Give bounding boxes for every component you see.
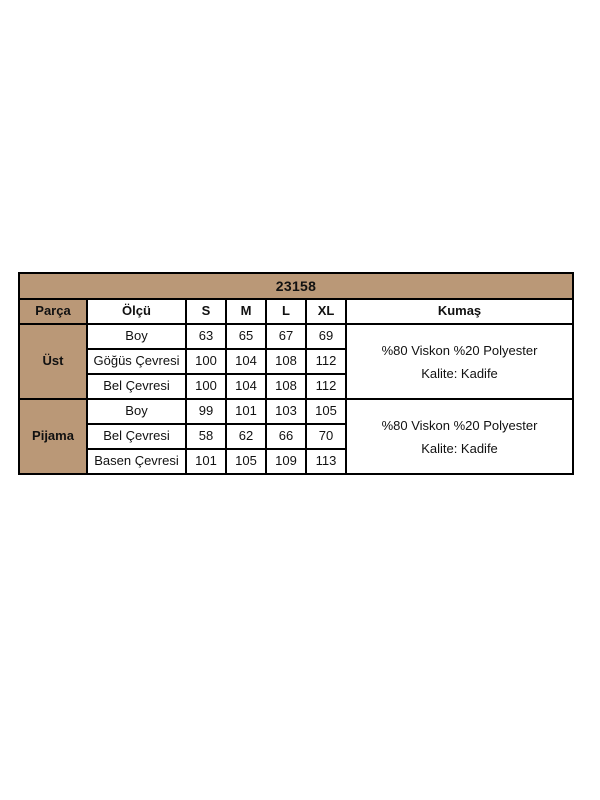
section-label-pijama: Pijama: [18, 398, 88, 475]
value-cell: 112: [305, 373, 347, 400]
measure-label: Göğüs Çevresi: [86, 348, 187, 375]
col-header-size-xl: XL: [305, 298, 347, 325]
value-cell: 70: [305, 423, 347, 450]
col-header-fabric: Kumaş: [345, 298, 574, 325]
value-cell: 65: [225, 323, 267, 350]
value-cell: 69: [305, 323, 347, 350]
fabric-composition: %80 Viskon %20 Polyester: [381, 417, 538, 433]
value-cell: 101: [185, 448, 227, 475]
col-header-size-m: M: [225, 298, 267, 325]
value-cell: 112: [305, 348, 347, 375]
value-cell: 109: [265, 448, 307, 475]
value-cell: 66: [265, 423, 307, 450]
table-row: Pijama Boy 99 101 103 105 %80 Viskon %20…: [18, 398, 574, 475]
section-label-ust: Üst: [18, 323, 88, 400]
measure-label: Basen Çevresi: [86, 448, 187, 475]
value-cell: 108: [265, 348, 307, 375]
col-header-size-s: S: [185, 298, 227, 325]
size-chart: 23158 Parça Ölçü S M L XL Kumaş Üst Boy …: [18, 272, 574, 475]
value-cell: 105: [225, 448, 267, 475]
value-cell: 104: [225, 348, 267, 375]
value-cell: 99: [185, 398, 227, 425]
measure-label: Boy: [86, 323, 187, 350]
table-row: Bel Çevresi 100 104 108 112: [19, 373, 573, 400]
value-cell: 63: [185, 323, 227, 350]
col-header-part: Parça: [18, 298, 88, 325]
fabric-composition: %80 Viskon %20 Polyester: [381, 342, 538, 358]
col-header-size-l: L: [265, 298, 307, 325]
title-row: 23158: [18, 272, 574, 300]
value-cell: 67: [265, 323, 307, 350]
measure-label: Bel Çevresi: [86, 423, 187, 450]
product-code: 23158: [18, 272, 574, 300]
value-cell: 100: [185, 373, 227, 400]
table-row: Basen Çevresi 101 105 109 113: [19, 448, 573, 475]
measure-label: Boy: [86, 398, 187, 425]
value-cell: 113: [305, 448, 347, 475]
value-cell: 58: [185, 423, 227, 450]
value-cell: 108: [265, 373, 307, 400]
column-header-row: Parça Ölçü S M L XL Kumaş: [18, 298, 574, 325]
value-cell: 103: [265, 398, 307, 425]
value-cell: 104: [225, 373, 267, 400]
fabric-cell-pijama: %80 Viskon %20 Polyester Kalite: Kadife: [345, 398, 574, 475]
col-header-measure: Ölçü: [86, 298, 187, 325]
value-cell: 101: [225, 398, 267, 425]
table-row: Üst Boy 63 65 67 69 %80 Viskon %20 Polye…: [18, 323, 574, 400]
table-row: Göğüs Çevresi 100 104 108 112: [19, 348, 573, 375]
value-cell: 105: [305, 398, 347, 425]
value-cell: 62: [225, 423, 267, 450]
table-row: Bel Çevresi 58 62 66 70: [19, 423, 573, 450]
value-cell: 100: [185, 348, 227, 375]
measure-label: Bel Çevresi: [86, 373, 187, 400]
size-chart-table: 23158 Parça Ölçü S M L XL Kumaş Üst Boy …: [18, 272, 574, 475]
fabric-cell-ust: %80 Viskon %20 Polyester Kalite: Kadife: [345, 323, 574, 400]
fabric-quality: Kalite: Kadife: [421, 365, 498, 381]
fabric-quality: Kalite: Kadife: [421, 440, 498, 456]
